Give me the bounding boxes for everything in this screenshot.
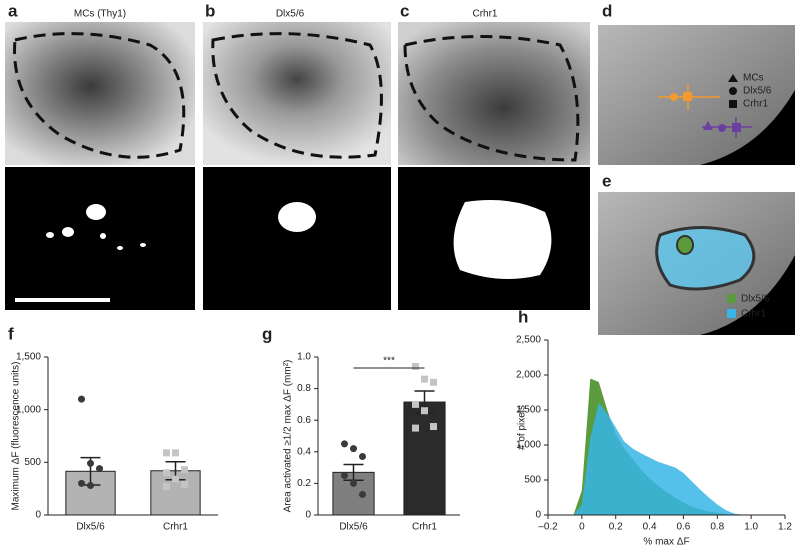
image-b	[203, 22, 391, 165]
mask-b	[203, 167, 391, 310]
point	[96, 465, 103, 473]
y-tick-label: 500	[524, 475, 541, 486]
point	[163, 449, 170, 457]
legend-label: Dlx5/6	[743, 86, 772, 97]
point	[341, 440, 348, 448]
image-title: Crhr1	[472, 9, 497, 20]
y-tick-label: 0	[305, 510, 311, 521]
outline	[403, 35, 580, 162]
mask-blobs	[46, 204, 146, 250]
legend-swatch	[727, 294, 736, 303]
x-tick-label: 0.8	[710, 522, 724, 533]
x-tick-label: 0.6	[676, 522, 690, 533]
image-title: MCs (Thy1)	[74, 9, 126, 20]
point	[181, 480, 188, 488]
scale-bar	[15, 298, 110, 302]
x-tick-label: Crhr1	[163, 522, 188, 533]
y-tick-label: 500	[24, 457, 41, 468]
point	[87, 482, 94, 490]
image-c	[398, 22, 590, 165]
point	[412, 400, 419, 408]
legend-label: MCs	[743, 73, 764, 84]
legend-marker	[728, 74, 738, 82]
image-a	[5, 22, 195, 165]
point	[412, 362, 419, 370]
y-tick-label: 0.6	[297, 415, 311, 426]
point	[350, 479, 357, 487]
y-tick-label: 1.0	[297, 352, 311, 363]
y-axis-label: Area activated ≥1/2 max ΔF (mm²)	[283, 360, 294, 513]
x-tick-label: Dlx5/6	[76, 522, 105, 533]
mask-blob	[453, 199, 552, 279]
point	[163, 469, 170, 477]
x-tick-label: Crhr1	[412, 522, 437, 533]
point	[412, 424, 419, 432]
outline	[211, 32, 383, 159]
x-tick-label: 0	[579, 522, 585, 533]
panel-label: g	[262, 324, 272, 343]
legend-label: Crhr1	[743, 99, 768, 110]
point	[350, 445, 357, 453]
y-tick-label: 0	[535, 510, 541, 521]
y-axis-label: # of pixels	[517, 405, 528, 450]
legend-label: Dlx5/6	[741, 294, 770, 305]
x-tick-label: 1.2	[778, 522, 792, 533]
y-tick-label: 1,000	[516, 440, 541, 451]
panel-label: e	[602, 171, 611, 190]
point	[430, 423, 437, 431]
point	[78, 479, 85, 487]
significance: ***	[383, 356, 395, 367]
panel-label: c	[400, 1, 409, 20]
x-tick-label: 0.4	[643, 522, 657, 533]
y-tick-label: 1,500	[16, 352, 41, 363]
point	[421, 407, 428, 415]
centroids	[658, 84, 752, 138]
bar	[403, 401, 446, 516]
point	[172, 449, 179, 457]
point	[163, 483, 170, 491]
legend-marker	[729, 100, 737, 108]
point	[341, 472, 348, 479]
point	[421, 375, 428, 383]
legend-label: Crhr1	[741, 309, 766, 320]
mask-a	[5, 167, 195, 310]
y-tick-label: 0.2	[297, 478, 311, 489]
point	[181, 466, 188, 474]
point	[78, 395, 85, 403]
crhr1-region	[655, 226, 756, 291]
dlx-region	[676, 235, 694, 255]
x-tick-label: –0.2	[538, 522, 558, 533]
panel-label: b	[205, 1, 215, 20]
y-tick-label: 1,500	[516, 405, 541, 416]
point	[87, 459, 94, 467]
point	[430, 378, 437, 386]
x-axis-label: % max ΔF	[643, 537, 689, 547]
y-tick-label: 2,000	[516, 370, 541, 381]
panel-label: f	[8, 324, 14, 343]
y-tick-label: 0.8	[297, 383, 311, 394]
legend-marker	[729, 87, 737, 95]
y-tick-label: 0	[35, 510, 41, 521]
y-tick-label: 0.4	[297, 446, 311, 457]
y-axis-label: Maximum ΔF (fluorescence units)	[11, 362, 22, 511]
y-tick-label: 2,500	[516, 335, 541, 346]
mask-blob	[278, 202, 316, 232]
x-tick-label: 0.2	[609, 522, 623, 533]
x-tick-label: Dlx5/6	[339, 522, 368, 533]
point	[172, 475, 179, 483]
panel-label: a	[8, 1, 18, 20]
panel-label: h	[518, 307, 528, 326]
legend-swatch	[727, 309, 736, 318]
x-tick-label: 1.0	[744, 522, 758, 533]
image-title: Dlx5/6	[276, 9, 305, 20]
point	[359, 490, 366, 498]
outline	[13, 32, 186, 159]
y-tick-label: 1,000	[16, 404, 41, 415]
panel-label: d	[602, 1, 612, 20]
image-d	[598, 25, 795, 165]
area	[573, 403, 752, 515]
point	[359, 453, 366, 461]
